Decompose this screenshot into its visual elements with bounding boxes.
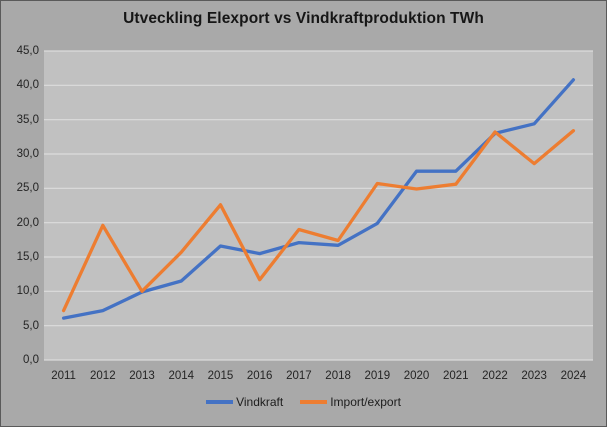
x-axis-tick-label: 2023 — [521, 370, 547, 382]
x-axis-tick-label: 2011 — [51, 370, 76, 382]
legend-label-import-export: Import/export — [330, 395, 401, 409]
x-axis-tick-label: 2024 — [560, 370, 587, 382]
y-axis-tick-label: 20,0 — [16, 216, 39, 229]
y-axis-tick-label: 30,0 — [16, 148, 39, 160]
x-axis-tick-label: 2021 — [442, 370, 469, 382]
x-axis-tick-label: 2015 — [207, 370, 234, 382]
x-axis-tick-label: 2014 — [168, 370, 195, 382]
legend-item-vindkraft: Vindkraft — [206, 395, 283, 409]
y-axis-tick-label: 45,0 — [16, 45, 39, 57]
legend-label-vindkraft: Vindkraft — [236, 395, 284, 409]
chart-title: Utveckling Elexport vs Vindkraftprodukti… — [123, 10, 484, 27]
y-axis-tick-label: 40,0 — [16, 79, 39, 92]
x-axis-tick-label: 2022 — [482, 370, 508, 382]
y-axis-tick-label: 25,0 — [16, 182, 39, 195]
x-axis-tick-label: 2013 — [129, 370, 155, 382]
y-axis-tick-label: 5,0 — [23, 319, 39, 332]
x-axis-tick-label: 2020 — [403, 370, 430, 382]
plot-background — [44, 51, 593, 360]
legend-line-swatch-vindkraft — [206, 400, 234, 404]
legend-item-import-export: Import/export — [300, 395, 401, 409]
x-axis-tick-label: 2018 — [325, 370, 351, 382]
y-axis-tick-label: 0,0 — [23, 354, 39, 366]
x-axis-tick-label: 2017 — [286, 370, 312, 382]
x-axis-tick-label: 2019 — [364, 370, 391, 382]
series-line-1 — [61, 129, 576, 313]
y-axis-tick-label: 10,0 — [16, 285, 39, 298]
y-axis-tick-label: 35,0 — [16, 113, 39, 126]
x-axis-tick-label: 2016 — [246, 370, 273, 382]
x-axis-tick-label: 2012 — [90, 370, 116, 382]
legend: Vindkraft Import/export — [1, 395, 606, 409]
y-axis-tick-label: 15,0 — [16, 251, 39, 263]
legend-line-swatch-import-export — [300, 400, 328, 404]
